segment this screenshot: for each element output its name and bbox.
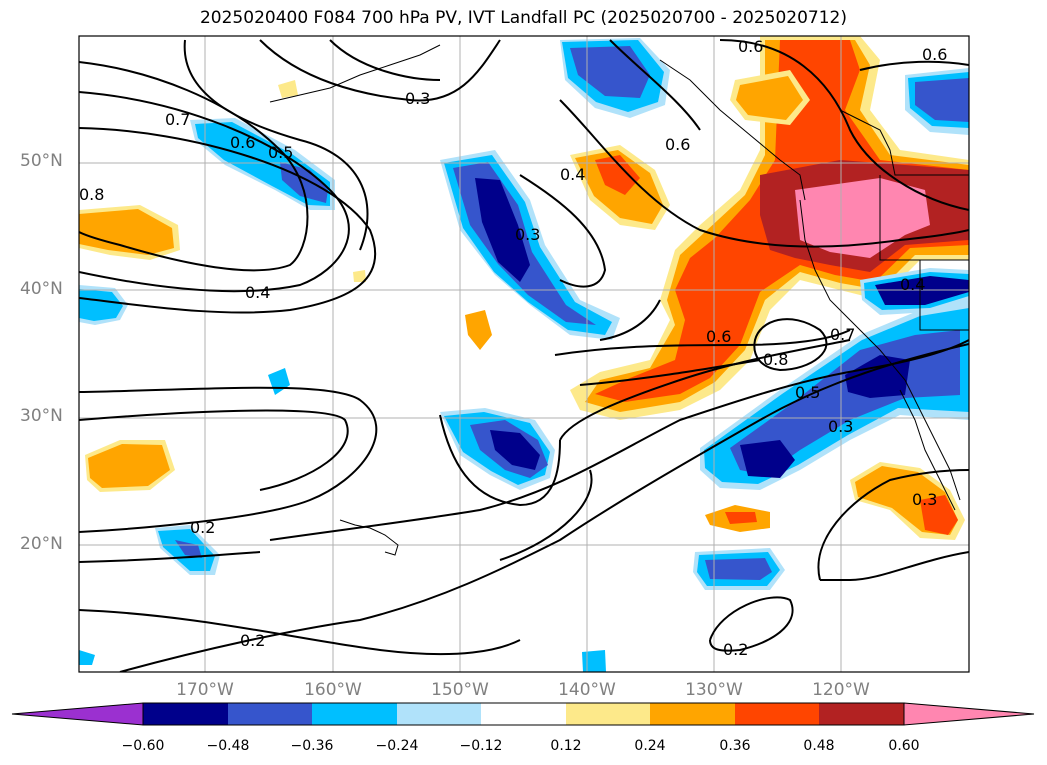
colorbar-tick-label: 0.60 (888, 738, 920, 754)
lon-label: 130°W (685, 680, 743, 700)
colorbar (11, 702, 1035, 726)
colorbar-segment (650, 703, 735, 725)
colorbar-segment (143, 703, 228, 725)
contour-label: 0.3 (405, 89, 430, 108)
lon-label: 150°W (431, 680, 489, 700)
lon-label: 170°W (176, 680, 234, 700)
positive-anomaly-region (465, 310, 492, 350)
contour-label: 0.6 (230, 133, 255, 152)
contour-label: 0.5 (795, 383, 820, 402)
negative-anomaly-region (79, 650, 95, 665)
contour-label: 0.3 (828, 417, 853, 436)
contour-label: 0.3 (912, 490, 937, 509)
positive-anomaly-region (920, 495, 958, 535)
contour-label: 0.6 (738, 37, 763, 56)
colorbar-tick-label: −0.48 (206, 738, 250, 754)
map-title: 2025020400 F084 700 hPa PV, IVT Landfall… (199, 8, 847, 28)
colorbar-tick-label: 0.36 (719, 738, 751, 754)
colorbar-segment (312, 703, 397, 725)
coastlines (269, 44, 969, 556)
colorbar-extend-low (11, 702, 144, 726)
colorbar-segment (481, 703, 566, 725)
contour-label: 0.4 (560, 165, 585, 184)
lat-label: 20°N (20, 534, 63, 554)
lat-label: 50°N (20, 151, 63, 171)
negative-anomaly-region (79, 289, 123, 321)
positive-anomaly-region (795, 178, 930, 258)
contour-label: 0.6 (922, 45, 947, 64)
negative-anomaly-region (915, 78, 969, 122)
colorbar-extend-high (903, 702, 1035, 726)
colorbar-tick-label: −0.12 (459, 738, 503, 754)
positive-anomaly-region (88, 444, 170, 488)
contour-label: 0.8 (79, 185, 104, 204)
negative-anomaly-region (740, 440, 795, 478)
contour-label: 0.5 (268, 143, 293, 162)
negative-anomaly-region (582, 650, 606, 672)
contour-label: 0.4 (245, 283, 270, 302)
colorbar-segment (228, 703, 312, 725)
colorbar-tick-label: 0.24 (634, 738, 666, 754)
contour-label: 0.2 (240, 631, 265, 650)
contour-label: 0.2 (190, 518, 215, 537)
colorbar-segment (397, 703, 481, 725)
contour-label: 0.6 (665, 135, 690, 154)
negative-anomaly-region (705, 558, 772, 580)
positive-anomaly-region (79, 209, 174, 255)
lon-label: 160°W (304, 680, 362, 700)
contour-label: 0.7 (830, 325, 855, 344)
pv-shading (79, 36, 969, 672)
map-frame (78, 35, 970, 673)
contour-label: 0.3 (515, 225, 540, 244)
colorbar-tick-label: −0.24 (375, 738, 419, 754)
negative-anomaly-region (475, 178, 530, 282)
pv-contours (79, 39, 969, 672)
colorbar-tick-label: 0.48 (803, 738, 835, 754)
positive-anomaly-region (595, 155, 640, 195)
negative-anomaly-region (490, 430, 540, 470)
lon-label: 120°W (812, 680, 870, 700)
colorbar-segment (819, 703, 904, 725)
positive-anomaly-region (725, 512, 757, 524)
colorbar-segment (566, 703, 650, 725)
contour-label: 0.8 (763, 350, 788, 369)
contour-label: 0.6 (706, 327, 731, 346)
colorbar-segment (735, 703, 819, 725)
contour-label-group: 0.3 0.6 0.6 0.7 0.6 0.5 0.8 0.3 0.4 0.6 … (79, 37, 947, 659)
positive-anomaly-region (353, 270, 366, 282)
contour-label: 0.4 (900, 275, 925, 294)
lon-label: 140°W (558, 680, 616, 700)
graticule (79, 36, 969, 672)
lat-label: 40°N (20, 279, 63, 299)
colorbar-tick-label: −0.60 (121, 738, 165, 754)
positive-anomaly-region (736, 76, 803, 120)
contour-label: 0.7 (165, 110, 190, 129)
colorbar-tick-label: 0.12 (550, 738, 582, 754)
colorbar-frame (142, 702, 905, 726)
lat-label: 30°N (20, 406, 63, 426)
negative-anomaly-region (268, 368, 290, 395)
contour-label: 0.2 (723, 640, 748, 659)
colorbar-tick-label: −0.36 (290, 738, 334, 754)
positive-anomaly-region (278, 80, 298, 98)
